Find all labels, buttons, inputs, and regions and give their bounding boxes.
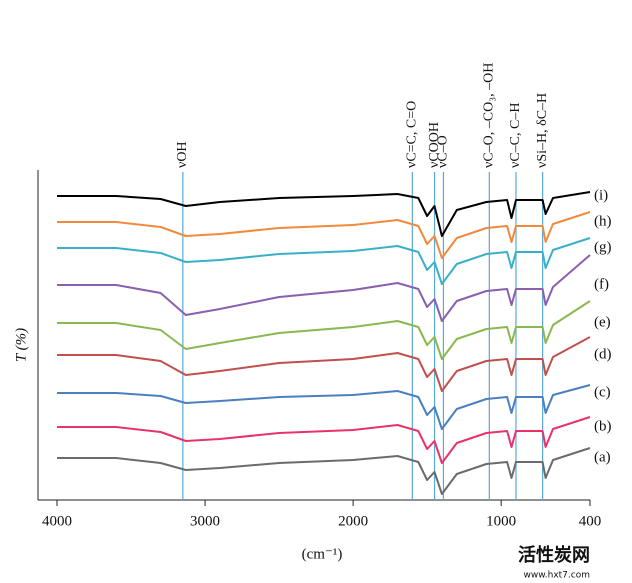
x-tick-label: 2000 <box>338 513 368 529</box>
watermark-url: www.hxt7.com <box>524 571 591 581</box>
spectrum-line <box>57 336 591 392</box>
spectrum-line <box>57 254 591 322</box>
spectrum-line <box>57 416 591 464</box>
x-tick-label: 3000 <box>190 513 220 529</box>
series-label: (c) <box>594 384 611 400</box>
series-label: (b) <box>594 418 612 434</box>
annotation-label: νOH <box>175 141 190 168</box>
annotation-label: νC–O <box>436 135 451 168</box>
annotation-label: νCOOH <box>427 122 442 168</box>
spectrum-line <box>57 384 591 430</box>
series-label: (a) <box>594 449 611 465</box>
spectrum-line <box>57 211 591 259</box>
series-label: (h) <box>594 213 612 229</box>
annotation-label: νC–C, C–H <box>508 103 523 168</box>
annotation-label: νC=C, C=O <box>405 101 420 168</box>
spectrum-line <box>57 447 591 495</box>
annotation-label: νC–O, –CO₃, –OH <box>482 63 497 168</box>
spectrum-line <box>57 300 591 360</box>
series-label: (g) <box>594 239 612 255</box>
x-tick-label: 4000 <box>42 513 72 529</box>
watermark-title: 活性炭网 <box>518 544 590 566</box>
series-label: (d) <box>594 346 612 362</box>
spectrum-line <box>57 191 591 237</box>
y-axis-label: T (%) <box>13 328 29 362</box>
series-label: (f) <box>594 276 609 292</box>
annotation-label: νSi–H, δC–H <box>535 93 550 168</box>
x-tick-label: 400 <box>579 513 602 529</box>
spectrum-line <box>57 237 591 285</box>
x-tick-label: 1000 <box>486 513 516 529</box>
x-axis-label: (cm⁻¹) <box>302 546 343 562</box>
series-label: (e) <box>594 314 611 330</box>
series-label: (i) <box>594 187 608 203</box>
